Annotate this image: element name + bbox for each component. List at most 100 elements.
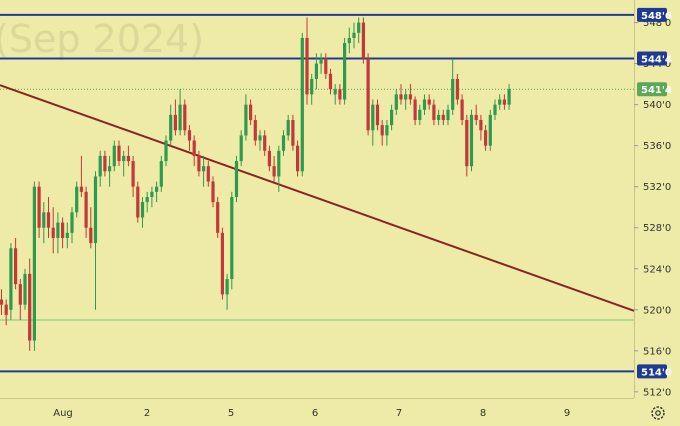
candle-body (493, 104, 497, 115)
candle-body (465, 120, 469, 167)
candle-body (474, 114, 478, 121)
candle-body (140, 202, 145, 218)
candle-body (272, 166, 276, 177)
candle-body (0, 299, 4, 305)
candle-body (328, 73, 333, 90)
candle-body (310, 78, 314, 95)
candle-body (239, 135, 243, 162)
candle-body (79, 186, 83, 192)
candle-body (488, 114, 492, 146)
candle-body (18, 284, 22, 305)
settings-gear-icon[interactable] (651, 406, 665, 420)
y-tick-label: 528'0 (643, 223, 671, 234)
candle-body (460, 99, 464, 121)
candle-body (70, 212, 74, 233)
x-tick-label: 7 (396, 408, 402, 419)
candle-body (385, 125, 389, 136)
level-badge-label: 548'6 (641, 11, 672, 22)
candle-body (46, 212, 51, 228)
x-tick-label: 8 (480, 408, 486, 419)
y-tick-label: 548'0 (643, 18, 671, 29)
candle-body (51, 227, 55, 238)
y-tick-label: 512'0 (643, 387, 671, 398)
y-tick-label: 540'0 (643, 100, 671, 111)
candle-body (507, 89, 511, 105)
watermark: (Sep 2024) (0, 17, 204, 61)
candle-body (484, 130, 488, 146)
candle-body (437, 114, 441, 121)
y-tick-label: 532'0 (643, 182, 671, 193)
candle-body (112, 145, 116, 167)
candle-body (422, 99, 427, 110)
candle-body (380, 125, 384, 136)
candle-body (145, 196, 149, 203)
candle-body (197, 155, 201, 172)
candle-body (498, 99, 502, 105)
candle-body (347, 37, 351, 44)
candle-body (216, 202, 220, 233)
x-tick-label: 6 (312, 408, 318, 419)
candle-body (103, 155, 107, 172)
candle-body (192, 140, 196, 156)
candle-body (352, 32, 356, 38)
candle-body (9, 248, 13, 310)
candle-body (361, 22, 365, 59)
candle-body (4, 304, 8, 315)
candle-body (28, 273, 32, 341)
candle-body (258, 135, 262, 141)
candle-body (126, 155, 130, 162)
candle-body (14, 248, 18, 285)
candle-body (131, 161, 135, 187)
candle-body (446, 109, 450, 121)
level-badge-label: 544'4 (641, 54, 672, 65)
candle-body (202, 166, 206, 172)
candle-body (324, 58, 328, 74)
candle-body (296, 145, 300, 172)
level-badge (637, 364, 667, 379)
candle-body (263, 135, 267, 151)
candle-body (413, 99, 417, 121)
x-tick-label: 5 (228, 408, 234, 419)
candle-body (455, 78, 459, 100)
candle-body (187, 130, 192, 141)
x-tick-label: 2 (144, 408, 150, 419)
y-tick-label: 520'0 (643, 305, 671, 316)
candle-body (300, 37, 304, 172)
candle-body (441, 114, 445, 121)
trendline (0, 84, 635, 312)
candle-body (211, 181, 215, 203)
x-tick-label: 9 (564, 408, 570, 419)
candle-body (84, 191, 88, 228)
y-tick-label: 536'0 (643, 141, 671, 152)
candle-body (338, 89, 342, 100)
candle-body (333, 89, 337, 95)
candle-body (305, 37, 309, 95)
level-badge-label: 541'4 (641, 85, 672, 96)
candle-body (206, 166, 210, 182)
candle-body (169, 114, 173, 141)
candle-body (408, 94, 412, 100)
x-axis-panel (0, 399, 634, 426)
candle-body (150, 191, 154, 197)
candle-body (291, 120, 295, 146)
candle-body (277, 150, 281, 177)
candle-body (281, 135, 286, 151)
candle-body (267, 150, 271, 167)
candle-body (319, 58, 323, 64)
candle-body (122, 155, 126, 162)
candle-body (451, 78, 455, 110)
candle-body (56, 222, 60, 238)
level-badge (637, 82, 667, 97)
candle-body (399, 94, 403, 100)
candle-body (249, 104, 253, 121)
candle-body (230, 196, 234, 280)
candle-body (371, 104, 375, 131)
candle-body (502, 99, 506, 105)
candle-body (225, 279, 229, 295)
level-badge (637, 51, 667, 66)
candle-body (173, 114, 177, 131)
candle-body (469, 114, 474, 167)
candle-body (65, 232, 69, 238)
